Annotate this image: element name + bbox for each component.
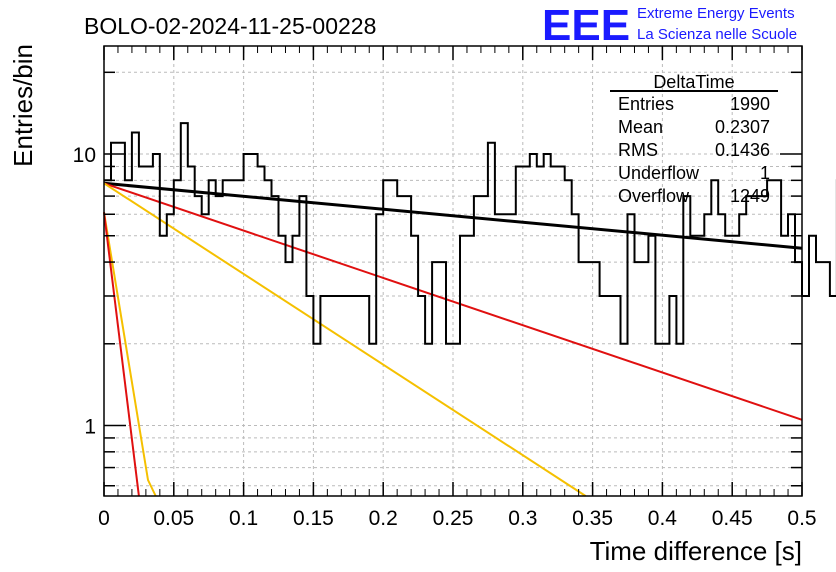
logo-line1: Extreme Energy Events <box>637 5 795 22</box>
fit-curve <box>103 212 157 497</box>
stats-rows: Entries 1990 Mean 0.2307 RMS 0.1436 Underflow 1… <box>618 94 770 206</box>
stats-value: 0.1436 <box>715 140 770 160</box>
stats-value: 1990 <box>730 94 770 114</box>
stats-box: DeltaTime Entries 1990 Mean 0.2307 RMS 0.1436… <box>610 72 778 206</box>
x-axis-label: Time difference [s] <box>590 536 802 566</box>
logo-text: EEE <box>542 1 630 50</box>
stats-value: 1 <box>760 163 770 183</box>
x-tick-label: 0 <box>98 507 110 530</box>
histogram <box>104 122 836 345</box>
chart-title: BOLO-02-2024-11-25-00228 <box>84 13 376 39</box>
eee-logo: EEE Extreme Energy Events La Scienza nel… <box>542 1 797 50</box>
y-tick-label: 10 <box>73 144 96 167</box>
x-tick-label: 0.15 <box>293 507 334 530</box>
fit-curve <box>103 181 803 250</box>
fit-curve <box>103 212 140 497</box>
x-tick-label: 0.05 <box>153 507 194 530</box>
x-tick-label: 0.1 <box>229 507 258 530</box>
y-axis-label: Entries/bin <box>8 44 38 167</box>
x-tick-label: 0.5 <box>787 507 816 530</box>
y-tick-label: 1 <box>84 416 96 439</box>
fit-curve <box>103 182 803 421</box>
stats-label: Underflow <box>618 163 700 183</box>
logo-line2: La Scienza nelle Scuole <box>637 26 797 43</box>
stats-label: Mean <box>618 117 663 137</box>
x-tick-label: 0.45 <box>712 507 753 530</box>
stats-label: Overflow <box>618 186 690 206</box>
x-tick-label: 0.2 <box>369 507 398 530</box>
tick-labels: 0 0.05 0.1 0.15 0.2 0.25 0.3 0.35 0.4 0.45 0.5 1 10 <box>73 144 817 530</box>
x-tick-label: 0.25 <box>433 507 474 530</box>
fit-curves <box>103 181 803 497</box>
x-tick-label: 0.3 <box>508 507 537 530</box>
x-tick-label: 0.35 <box>572 507 613 530</box>
fit-curve <box>103 182 587 497</box>
grid <box>104 46 802 496</box>
stats-label: RMS <box>618 140 658 160</box>
stats-title: DeltaTime <box>653 72 734 92</box>
stats-label: Entries <box>618 94 674 114</box>
stats-value: 0.2307 <box>715 117 770 137</box>
stats-value: 1249 <box>730 186 770 206</box>
axis-ticks <box>103 46 803 496</box>
x-tick-label: 0.4 <box>648 507 678 530</box>
